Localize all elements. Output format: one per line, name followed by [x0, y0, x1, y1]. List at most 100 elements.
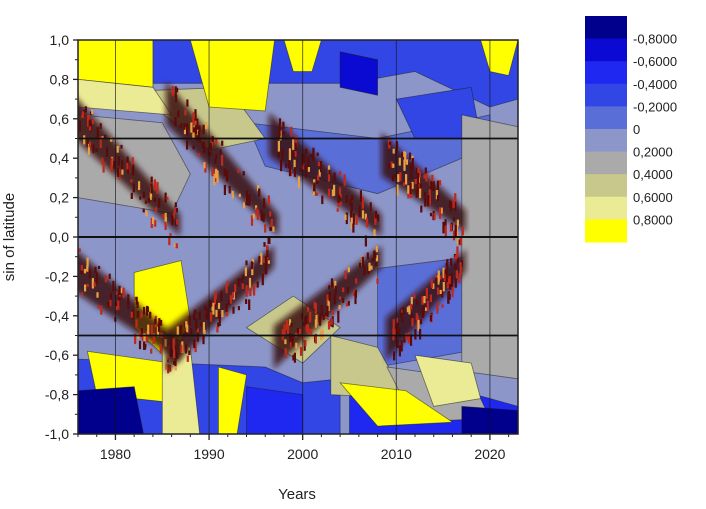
spot-mark	[454, 277, 457, 288]
spot-mark	[396, 184, 399, 196]
spot-mark	[141, 333, 144, 341]
spot-mark	[188, 350, 191, 356]
spot-mark	[314, 333, 317, 344]
spot-mark	[281, 148, 284, 160]
spot-mark	[136, 301, 139, 308]
spot-mark	[371, 258, 374, 262]
spot-mark	[411, 158, 414, 170]
spot-mark	[204, 305, 207, 310]
spot-mark	[364, 235, 367, 247]
spot-mark	[352, 213, 355, 225]
spot-mark	[269, 226, 272, 231]
spot-mark	[88, 126, 92, 131]
spot-mark	[202, 335, 205, 345]
spot-mark	[391, 175, 394, 182]
spot-mark	[454, 255, 457, 260]
spot-mark	[153, 197, 156, 202]
spot-mark	[231, 292, 234, 298]
spot-mark	[131, 157, 134, 168]
spot-mark	[175, 95, 178, 103]
spot-mark	[305, 148, 308, 155]
spot-mark	[211, 306, 214, 311]
spot-mark	[437, 270, 440, 282]
spot-mark	[217, 322, 220, 328]
spot-mark	[449, 273, 452, 278]
spot-mark	[198, 153, 201, 157]
spot-mark	[416, 182, 419, 193]
legend-label: -0,2000	[633, 99, 677, 114]
spot-mark	[120, 287, 123, 293]
spot-mark	[120, 144, 123, 149]
spot-mark	[228, 185, 231, 194]
spot-mark	[375, 255, 379, 262]
spot-mark	[321, 195, 324, 205]
spot-mark	[425, 288, 428, 299]
spot-mark	[269, 211, 272, 217]
spot-mark	[395, 141, 398, 153]
spot-mark	[424, 167, 427, 174]
spot-mark	[411, 155, 414, 160]
spot-mark	[242, 274, 245, 280]
spot-mark	[237, 306, 240, 311]
spot-mark	[424, 197, 427, 207]
spot-mark	[338, 296, 342, 300]
legend-swatch	[585, 38, 627, 62]
spot-mark	[91, 278, 94, 289]
spot-mark	[164, 221, 167, 230]
spot-mark	[291, 335, 294, 347]
spot-mark	[293, 352, 296, 363]
spot-mark	[410, 169, 413, 179]
spot-mark	[179, 325, 182, 335]
spot-mark	[349, 198, 352, 206]
spot-mark	[303, 154, 306, 163]
spot-mark	[226, 170, 229, 182]
spot-mark	[253, 283, 256, 296]
spot-mark	[443, 274, 447, 282]
spot-mark	[411, 182, 414, 189]
spot-mark	[93, 282, 96, 287]
spot-mark	[320, 161, 323, 173]
y-tick-label: -0,2	[45, 268, 69, 284]
spot-mark	[164, 339, 167, 347]
spot-mark	[203, 162, 206, 169]
spot-mark	[304, 317, 307, 323]
spot-mark	[320, 304, 323, 316]
spot-mark	[250, 261, 254, 270]
spot-mark	[198, 311, 201, 320]
spot-mark	[352, 223, 355, 233]
spot-mark	[251, 264, 254, 276]
spot-mark	[345, 212, 348, 225]
spot-mark	[435, 277, 438, 286]
spot-mark	[310, 328, 313, 335]
spot-mark	[174, 202, 177, 208]
spot-mark	[296, 328, 300, 334]
spot-mark	[193, 314, 196, 320]
spot-mark	[180, 344, 183, 353]
spot-mark	[420, 205, 423, 213]
spot-mark	[83, 109, 86, 114]
spot-mark	[415, 312, 418, 321]
spot-mark	[459, 236, 463, 246]
spot-mark	[109, 300, 112, 307]
spot-mark	[211, 167, 214, 177]
legend-swatch	[585, 106, 627, 130]
spot-mark	[432, 181, 435, 192]
spot-mark	[448, 279, 451, 290]
spot-mark	[102, 162, 105, 173]
spot-mark	[365, 217, 369, 228]
spot-mark	[389, 141, 392, 145]
spot-mark	[203, 142, 206, 152]
spot-mark	[225, 303, 228, 312]
spot-mark	[154, 318, 157, 325]
spot-mark	[146, 306, 149, 312]
spot-mark	[205, 314, 208, 320]
spot-mark	[326, 305, 329, 317]
spot-mark	[359, 190, 362, 202]
spot-mark	[375, 246, 378, 253]
spot-mark	[92, 144, 95, 154]
spot-mark	[140, 328, 143, 337]
x-tick-label: 2010	[381, 446, 412, 462]
y-tick-label: -1,0	[45, 426, 69, 442]
spot-mark	[176, 326, 179, 336]
spot-mark	[415, 189, 418, 198]
